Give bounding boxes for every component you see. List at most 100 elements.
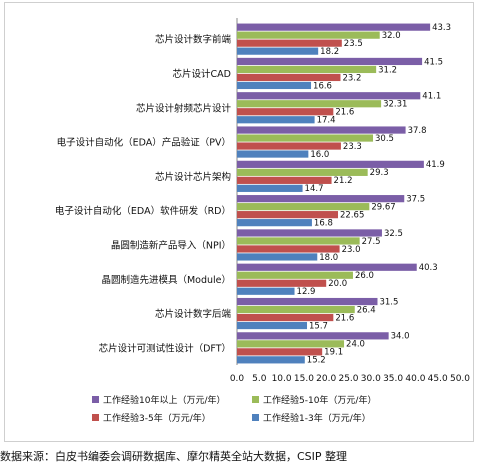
data-label: 24.0 [346,340,365,350]
data-label: 34.0 [391,332,410,342]
data-label: 37.5 [406,194,425,204]
bar [237,203,370,211]
legend-swatch [92,414,99,421]
bar [237,65,377,74]
x-tick-label: 25.0 [338,374,358,384]
source-note: 数据来源：白皮书编委会调研数据库、摩尔精英全站大数据，CSIP 整理 [0,450,348,463]
data-label: 40.3 [419,263,438,273]
x-tick-label: 15.0 [294,374,314,384]
data-label: 16.6 [313,81,332,91]
x-tick-label: 35.0 [383,374,403,384]
data-label: 23.5 [344,39,363,49]
bar [237,116,315,124]
data-label: 43.3 [432,23,451,33]
data-label: 26.4 [357,305,376,315]
data-label: 16.8 [314,218,333,228]
bar [237,150,309,158]
data-label: 15.2 [307,356,326,366]
bar [237,160,424,168]
legend-label: 工作经验10年以上（万元/年） [103,394,226,406]
data-label: 18.2 [320,47,339,57]
bar [237,340,345,348]
data-label: 21.6 [335,108,354,118]
bar [237,271,353,279]
bar [237,356,305,364]
category-label: 电子设计自动化（EDA）产品验证（PV） [57,137,231,149]
bar [237,23,431,31]
data-label: 31.5 [379,297,398,307]
data-label: 29.67 [371,202,395,212]
x-tick-label: 50.0 [450,374,470,384]
x-tick-label: 30.0 [361,374,381,384]
bar [237,211,339,219]
bar [237,237,360,245]
bar [237,39,342,47]
category-label: 芯片设计可测试性设计（DFT） [99,342,231,354]
data-label: 21.6 [335,313,354,323]
bar [237,134,374,142]
bar [237,195,405,203]
data-label: 32.5 [384,229,403,239]
bar [237,47,319,55]
bar [237,100,382,108]
bar [237,142,341,150]
data-label: 17.4 [317,116,336,126]
category-label: 芯片设计射频芯片设计 [136,102,232,114]
bar [237,92,421,100]
legend-label: 工作经验5-10年（万元/年） [263,394,376,406]
data-label: 15.7 [309,321,328,331]
bar [237,108,334,116]
data-label: 32.0 [382,31,401,41]
data-label: 41.1 [422,92,441,102]
bar [237,126,406,134]
x-tick-label: 45.0 [428,374,448,384]
legend-label: 工作经验1-3年（万元/年） [263,412,371,424]
category-label: 芯片设计CAD [173,68,231,80]
data-label: 22.65 [340,210,364,220]
category-label: 芯片设计数字后端 [155,308,232,320]
bar [237,168,368,176]
x-tick-label: 20.0 [316,374,336,384]
data-label: 20.0 [328,279,347,289]
legend-swatch [92,396,99,403]
x-tick-label: 40.0 [405,374,425,384]
bar [237,57,423,66]
bar [237,219,312,227]
data-label: 18.0 [319,253,338,263]
x-tick-label: 10.0 [272,374,292,384]
bar [237,313,334,322]
data-label: 21.2 [334,176,353,186]
x-tick-label: 0.0 [230,374,245,384]
data-label: 16.0 [310,150,329,160]
bar [237,245,340,253]
bar [237,73,341,82]
category-label: 芯片设计芯片架构 [155,171,231,183]
bar [237,332,389,340]
bar [237,176,332,184]
data-label: 32.31 [383,100,407,110]
data-label: 23.3 [343,142,362,152]
bar [237,279,327,287]
legend-swatch [252,396,259,403]
category-label: 芯片设计数字前端 [155,34,232,46]
data-label: 23.2 [342,73,361,83]
chart-frame [4,2,474,442]
bar [237,348,323,356]
data-label: 26.0 [355,271,374,281]
bar [237,287,295,295]
bar [237,253,318,261]
bar [237,184,303,192]
bar [237,305,355,314]
data-label: 27.5 [362,237,381,247]
category-label: 晶圆制造新产品导入（NPI） [111,239,231,251]
legend-swatch [252,414,259,421]
bar [237,229,382,237]
data-label: 41.5 [424,57,443,67]
data-label: 37.8 [408,126,427,136]
data-label: 19.1 [324,348,343,358]
bar [237,81,312,90]
data-label: 30.5 [375,134,394,144]
bar [237,31,380,39]
data-label: 12.9 [297,287,316,297]
